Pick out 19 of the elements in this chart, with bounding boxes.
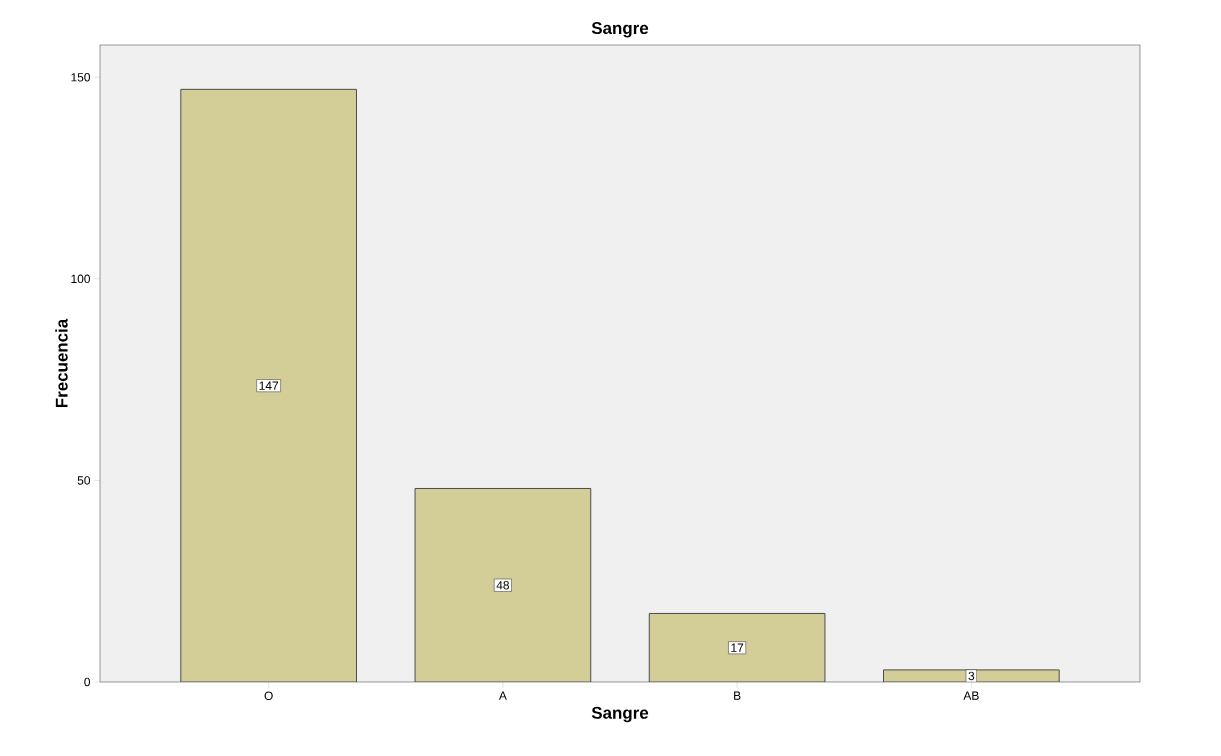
y-tick-label: 150 bbox=[71, 73, 91, 82]
bar bbox=[180, 88, 357, 682]
y-tick-label: 100 bbox=[71, 274, 91, 284]
x-tick-label: AB bbox=[963, 691, 979, 700]
bar bbox=[649, 613, 825, 682]
data-label: 17 bbox=[731, 643, 744, 652]
y-axis-title: Frecuencia bbox=[55, 318, 68, 408]
bar bbox=[414, 487, 592, 682]
y-tick-label: 0 bbox=[84, 677, 91, 687]
x-tick-label: B bbox=[734, 691, 741, 700]
x-tick-label: A bbox=[498, 691, 507, 700]
y-tick-label: 50 bbox=[77, 476, 91, 485]
x-tick-label: O bbox=[264, 691, 273, 700]
data-label: 147 bbox=[259, 381, 279, 390]
x-axis-title: Sangre bbox=[591, 706, 649, 723]
data-label: 3 bbox=[968, 671, 975, 681]
chart-title: Sangre bbox=[591, 22, 649, 38]
data-label: 48 bbox=[496, 581, 509, 590]
bar bbox=[883, 669, 1060, 682]
